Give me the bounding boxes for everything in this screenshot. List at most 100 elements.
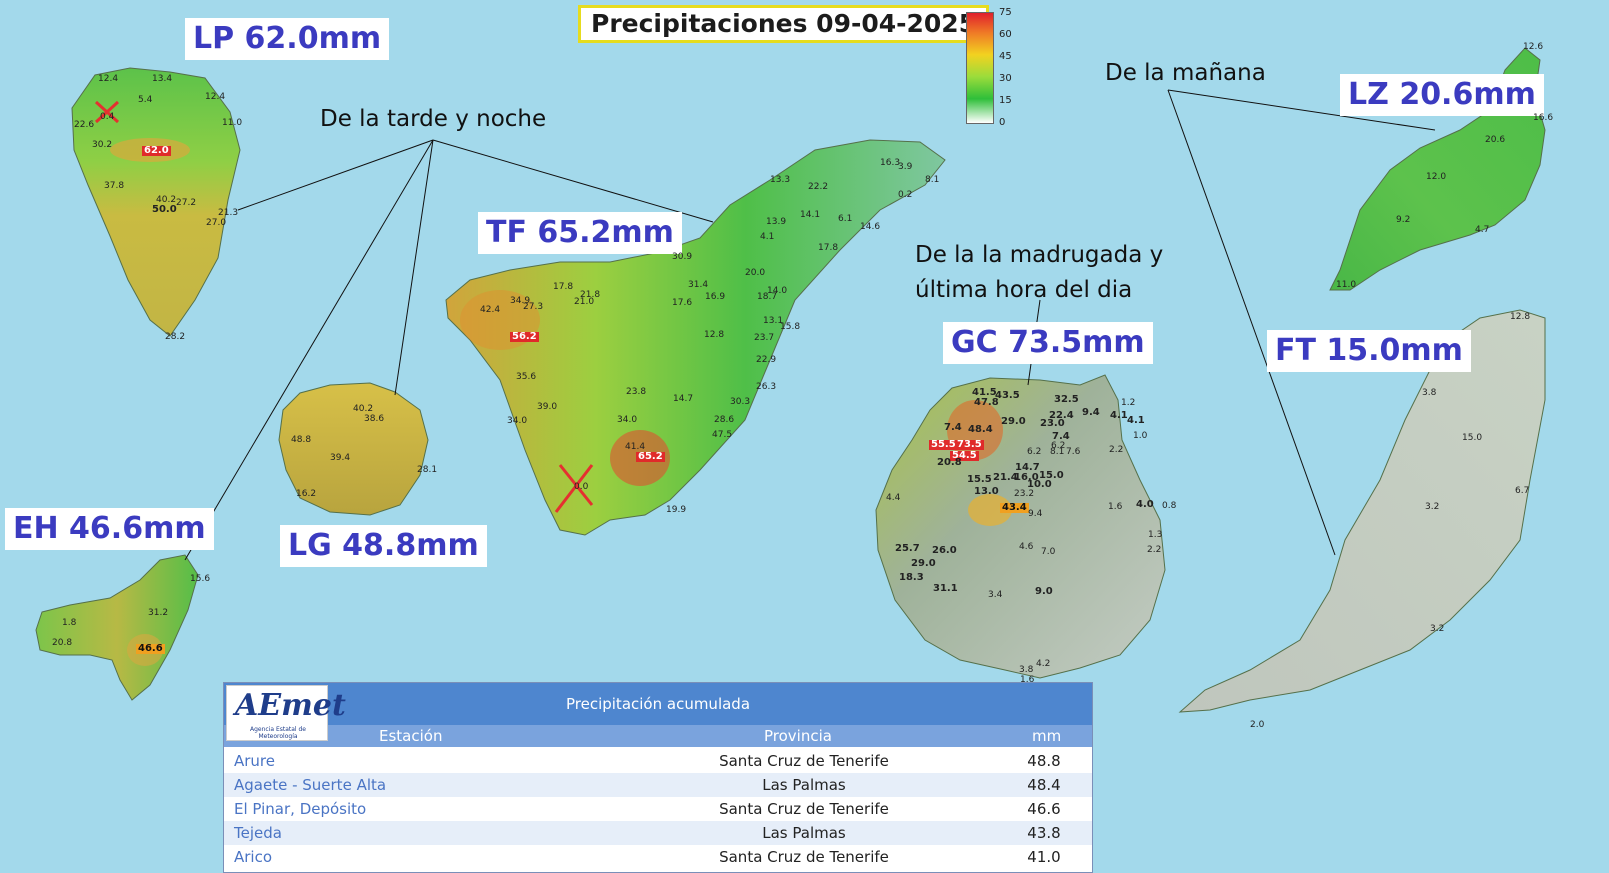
- station-value: 19.9: [666, 505, 687, 515]
- label-la-gomera: LG 48.8mm: [280, 525, 487, 567]
- station-value: 9.0: [1035, 586, 1053, 597]
- station-value: 4.2: [1036, 659, 1051, 669]
- station-value: 4.1: [1110, 410, 1128, 421]
- table-row: Tejeda Las Palmas 43.8: [224, 821, 1092, 845]
- legend-tick: 0: [999, 117, 1006, 128]
- label-tenerife: TF 65.2mm: [478, 212, 682, 254]
- station-value: 12.0: [1426, 172, 1447, 182]
- station-value: 40.2: [156, 195, 177, 205]
- note-madrugada-line1: De la la madrugada y: [915, 242, 1164, 268]
- station-link[interactable]: El Pinar, Depósito: [234, 800, 367, 818]
- station-value: 7.4: [944, 422, 962, 433]
- station-value: 41.5: [972, 387, 997, 398]
- precipitation-table: Precipitación acumulada Estación Provinc…: [223, 682, 1093, 873]
- station-value: 2.0: [1250, 720, 1265, 730]
- province-cell: Las Palmas: [762, 824, 846, 842]
- station-value: 13.0: [974, 486, 999, 497]
- station-value: 7.6: [1066, 447, 1081, 457]
- station-link[interactable]: Agaete - Suerte Alta: [234, 776, 387, 794]
- station-value: 22.9: [756, 355, 777, 365]
- station-value: 6.7: [1515, 486, 1530, 496]
- station-value: 31.2: [148, 608, 169, 618]
- station-value: 43.5: [995, 390, 1020, 401]
- station-value: 17.8: [553, 282, 574, 292]
- table-row: Arure Santa Cruz de Tenerife 48.8: [224, 749, 1092, 773]
- station-value: 0.4: [100, 112, 115, 122]
- station-value: 41.4: [625, 442, 646, 452]
- station-value-highlight: 56.2: [510, 331, 539, 342]
- station-link[interactable]: Arico: [234, 848, 273, 866]
- station-value: 1.0: [1133, 431, 1148, 441]
- legend-tick: 30: [999, 73, 1012, 84]
- station-value: 3.4: [988, 590, 1003, 600]
- station-value: 0.2: [898, 190, 913, 200]
- station-value: 15.6: [190, 574, 211, 584]
- station-value: 23.2: [1014, 489, 1035, 499]
- station-value: 31.1: [933, 583, 958, 594]
- column-header-station: Estación: [379, 727, 443, 745]
- station-value: 34.0: [507, 416, 528, 426]
- station-value: 23.0: [1040, 418, 1065, 429]
- station-value-highlight: 62.0: [142, 145, 171, 156]
- station-value: 48.8: [291, 435, 312, 445]
- station-value: 38.6: [364, 414, 385, 424]
- station-value: 17.6: [672, 298, 693, 308]
- aemet-logo-subtitle: Agencia Estatal de Meteorología: [249, 726, 306, 740]
- station-value: 23.7: [754, 333, 775, 343]
- legend-tick: 60: [999, 29, 1012, 40]
- station-value: 16.2: [296, 489, 317, 499]
- station-value: 15.0: [1039, 470, 1064, 481]
- station-value: 12.4: [98, 74, 119, 84]
- color-legend: 75 60 45 30 15 0: [963, 8, 1023, 128]
- mm-cell: 41.0: [1027, 848, 1061, 866]
- station-value: 1.2: [1121, 398, 1136, 408]
- province-cell: Santa Cruz de Tenerife: [719, 800, 889, 818]
- station-value: 16.9: [705, 292, 726, 302]
- station-value: 30.3: [730, 397, 751, 407]
- station-value: 27.3: [523, 302, 544, 312]
- station-value-highlight: 65.2: [636, 451, 665, 462]
- station-value: 0.0: [574, 482, 589, 492]
- station-value: 15.8: [780, 322, 801, 332]
- island-gran-canaria: [875, 374, 1166, 679]
- station-value: 21.4: [993, 472, 1018, 483]
- page-title: Precipitaciones 09-04-2025: [578, 5, 990, 43]
- station-value: 9.4: [1082, 407, 1100, 418]
- station-value: 1.6: [1020, 675, 1035, 685]
- station-value: 18.7: [757, 292, 778, 302]
- station-value: 4.4: [886, 493, 901, 503]
- station-link[interactable]: Arure: [234, 752, 276, 770]
- station-value: 0.8: [1162, 501, 1177, 511]
- legend-tick: 45: [999, 51, 1012, 62]
- station-value: 4.0: [1136, 499, 1154, 510]
- table-column-headers: Estación Provincia mm: [224, 725, 1092, 747]
- station-value: 3.2: [1430, 624, 1445, 634]
- station-value: 26.0: [932, 545, 957, 556]
- station-value: 4.7: [1475, 225, 1490, 235]
- station-value: 2.2: [1109, 445, 1124, 455]
- station-value-highlight: 55.5: [929, 439, 958, 450]
- station-link[interactable]: Tejeda: [234, 824, 282, 842]
- station-value: 32.5: [1054, 394, 1079, 405]
- legend-color-bar: [966, 12, 994, 124]
- legend-tick: 15: [999, 95, 1012, 106]
- station-value: 3.2: [1425, 502, 1440, 512]
- heavy-rain-area-gran-canaria-center: [968, 494, 1012, 526]
- note-manana: De la mañana: [1105, 60, 1266, 86]
- station-value: 20.6: [1485, 135, 1506, 145]
- station-value: 39.4: [330, 453, 351, 463]
- station-value: 6.2: [1051, 441, 1066, 451]
- station-value: 17.8: [818, 243, 839, 253]
- station-value: 50.0: [152, 204, 177, 215]
- station-value: 3.9: [898, 162, 913, 172]
- station-value: 34.0: [617, 415, 638, 425]
- station-value: 48.4: [968, 424, 993, 435]
- station-value: 13.1: [763, 316, 784, 326]
- label-fuerteventura: FT 15.0mm: [1267, 330, 1471, 372]
- station-value: 16.0: [1014, 472, 1039, 483]
- station-value: 25.7: [895, 543, 920, 554]
- station-value: 18.3: [899, 572, 924, 583]
- station-value: 35.6: [516, 372, 537, 382]
- station-value: 15.5: [967, 474, 992, 485]
